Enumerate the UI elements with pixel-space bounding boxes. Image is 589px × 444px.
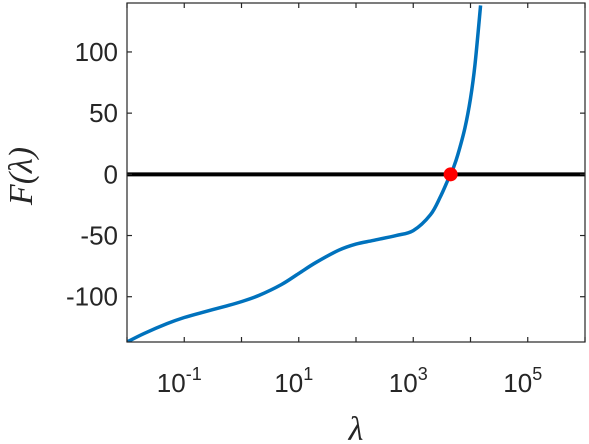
series-line bbox=[127, 5, 483, 342]
plot-content bbox=[127, 5, 585, 342]
x-tick-label: 10-1 bbox=[157, 364, 202, 398]
y-tick-label: -100 bbox=[66, 282, 118, 312]
y-tick-label: 100 bbox=[75, 37, 118, 67]
root-marker bbox=[443, 167, 458, 182]
x-tick-label: 103 bbox=[389, 364, 428, 398]
y-tick-label: 0 bbox=[104, 159, 118, 189]
x-tick-label: 105 bbox=[503, 364, 542, 398]
y-axis-label: F(λ) bbox=[3, 147, 40, 206]
y-axis: 100 50 0 -50 -100 bbox=[66, 37, 585, 312]
x-axis: 10-1 101 103 105 bbox=[126, 3, 586, 398]
x-axis-label: λ bbox=[348, 411, 364, 444]
y-tick-label: 50 bbox=[89, 98, 118, 128]
y-tick-label: -50 bbox=[80, 221, 118, 251]
x-tick-label: 101 bbox=[274, 364, 313, 398]
